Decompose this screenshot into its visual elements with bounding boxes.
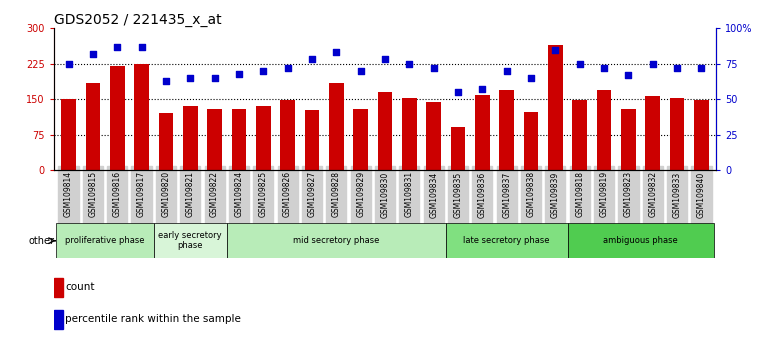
Point	[111, 44, 123, 50]
Bar	[159, 113, 173, 170]
Point	[354, 68, 367, 74]
Point	[598, 65, 611, 71]
Bar	[280, 100, 295, 170]
Text: count: count	[65, 282, 95, 292]
Point	[233, 71, 245, 76]
Bar	[329, 82, 343, 170]
Text: other: other	[28, 236, 55, 246]
Bar	[621, 109, 636, 170]
Bar	[232, 109, 246, 170]
Text: GDS2052 / 221435_x_at: GDS2052 / 221435_x_at	[54, 13, 222, 27]
Bar	[597, 90, 611, 170]
Bar	[61, 99, 75, 170]
Point	[500, 68, 513, 74]
Point	[695, 65, 708, 71]
Text: ambiguous phase: ambiguous phase	[603, 236, 678, 245]
Point	[306, 57, 318, 62]
Bar	[54, 309, 63, 329]
Point	[647, 61, 659, 67]
Bar	[207, 109, 222, 170]
Bar	[226, 223, 446, 258]
Text: percentile rank within the sample: percentile rank within the sample	[65, 314, 241, 324]
Bar	[695, 100, 709, 170]
Bar	[154, 223, 226, 258]
Bar	[450, 127, 465, 170]
Bar	[645, 96, 660, 170]
Bar	[548, 45, 563, 170]
Bar	[110, 66, 125, 170]
Point	[282, 65, 294, 71]
Point	[476, 86, 488, 92]
Bar	[475, 95, 490, 170]
Point	[525, 75, 537, 81]
Point	[549, 47, 561, 52]
Bar	[500, 90, 514, 170]
Bar	[305, 109, 320, 170]
Bar	[85, 82, 100, 170]
Point	[257, 68, 270, 74]
Point	[62, 61, 75, 67]
Text: mid secretory phase: mid secretory phase	[293, 236, 380, 245]
Bar	[183, 106, 198, 170]
Text: early secretory
phase: early secretory phase	[159, 231, 222, 250]
Point	[671, 65, 683, 71]
Bar	[56, 223, 154, 258]
Point	[379, 57, 391, 62]
Point	[209, 75, 221, 81]
Bar	[378, 92, 392, 170]
Text: proliferative phase: proliferative phase	[65, 236, 145, 245]
Point	[452, 89, 464, 95]
Point	[427, 65, 440, 71]
Point	[159, 78, 172, 84]
Bar	[54, 278, 63, 297]
Point	[403, 61, 416, 67]
Bar	[567, 223, 714, 258]
Bar	[134, 64, 149, 170]
Point	[136, 44, 148, 50]
Bar	[572, 100, 587, 170]
Bar	[524, 112, 538, 170]
Bar	[427, 102, 441, 170]
Text: late secretory phase: late secretory phase	[464, 236, 550, 245]
Bar	[256, 106, 270, 170]
Point	[574, 61, 586, 67]
Bar	[353, 109, 368, 170]
Bar	[402, 98, 417, 170]
Point	[87, 51, 99, 57]
Bar	[446, 223, 567, 258]
Point	[622, 72, 634, 78]
Point	[330, 50, 343, 55]
Bar	[670, 98, 685, 170]
Point	[184, 75, 196, 81]
